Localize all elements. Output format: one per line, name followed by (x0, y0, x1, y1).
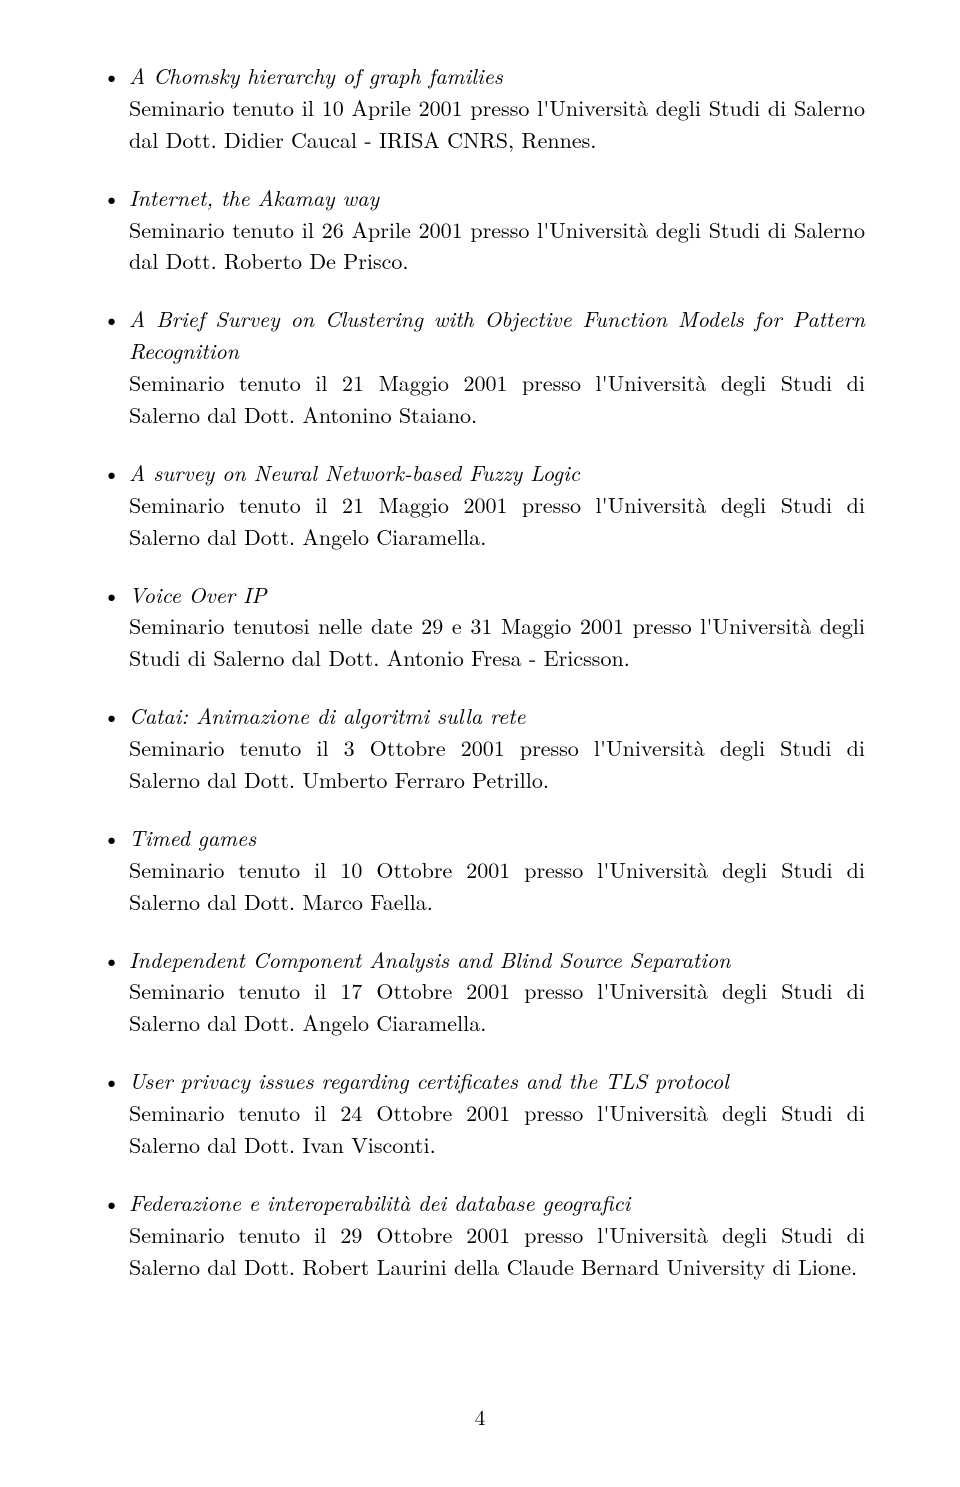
list-item: A Chomsky hierarchy of graph families Se… (95, 60, 865, 156)
page-number: 4 (0, 1401, 960, 1432)
list-item: Voice Over IP Seminario tenutosi nelle d… (95, 579, 865, 675)
list-item: Federazione e interoperabilità dei datab… (95, 1187, 865, 1283)
document-page: A Chomsky hierarchy of graph families Se… (0, 0, 960, 1487)
seminar-title: Catai: Animazione di algoritmi sulla ret… (129, 700, 526, 731)
list-item: User privacy issues regarding certificat… (95, 1065, 865, 1161)
list-item: A survey on Neural Network-based Fuzzy L… (95, 457, 865, 553)
seminar-title: Internet, the Akamay way (129, 182, 379, 213)
list-item: Catai: Animazione di algoritmi sulla ret… (95, 700, 865, 796)
list-item: Internet, the Akamay way Seminario tenut… (95, 182, 865, 278)
seminar-title: Federazione e interoperabilità dei datab… (129, 1187, 630, 1218)
seminar-title: A Brief Survey on Clustering with Object… (129, 303, 865, 366)
seminar-list: A Chomsky hierarchy of graph families Se… (95, 60, 865, 1283)
seminar-desc: Seminario tenuto il 29 Ottobre 2001 pres… (129, 1219, 865, 1282)
seminar-desc: Seminario tenuto il 21 Maggio 2001 press… (129, 489, 865, 552)
seminar-desc: Seminario tenuto il 21 Maggio 2001 press… (129, 367, 865, 430)
seminar-desc: Seminario tenuto il 10 Ottobre 2001 pres… (129, 854, 865, 917)
seminar-desc: Seminario tenuto il 10 Aprile 2001 press… (129, 92, 865, 155)
list-item: Timed games Seminario tenuto il 10 Ottob… (95, 822, 865, 918)
seminar-title: Independent Component Analysis and Blind… (129, 944, 730, 975)
list-item: Independent Component Analysis and Blind… (95, 944, 865, 1040)
list-item: A Brief Survey on Clustering with Object… (95, 303, 865, 431)
seminar-title: A survey on Neural Network-based Fuzzy L… (129, 457, 580, 488)
seminar-desc: Seminario tenuto il 26 Aprile 2001 press… (129, 214, 865, 277)
seminar-desc: Seminario tenuto il 3 Ottobre 2001 press… (129, 732, 865, 795)
seminar-desc: Seminario tenuto il 24 Ottobre 2001 pres… (129, 1097, 865, 1160)
seminar-title: User privacy issues regarding certificat… (129, 1065, 729, 1096)
seminar-desc: Seminario tenuto il 17 Ottobre 2001 pres… (129, 975, 865, 1038)
seminar-desc: Seminario tenutosi nelle date 29 e 31 Ma… (129, 610, 865, 673)
seminar-title: Voice Over IP (129, 579, 266, 610)
seminar-title: Timed games (129, 822, 256, 853)
seminar-title: A Chomsky hierarchy of graph families (129, 60, 503, 91)
